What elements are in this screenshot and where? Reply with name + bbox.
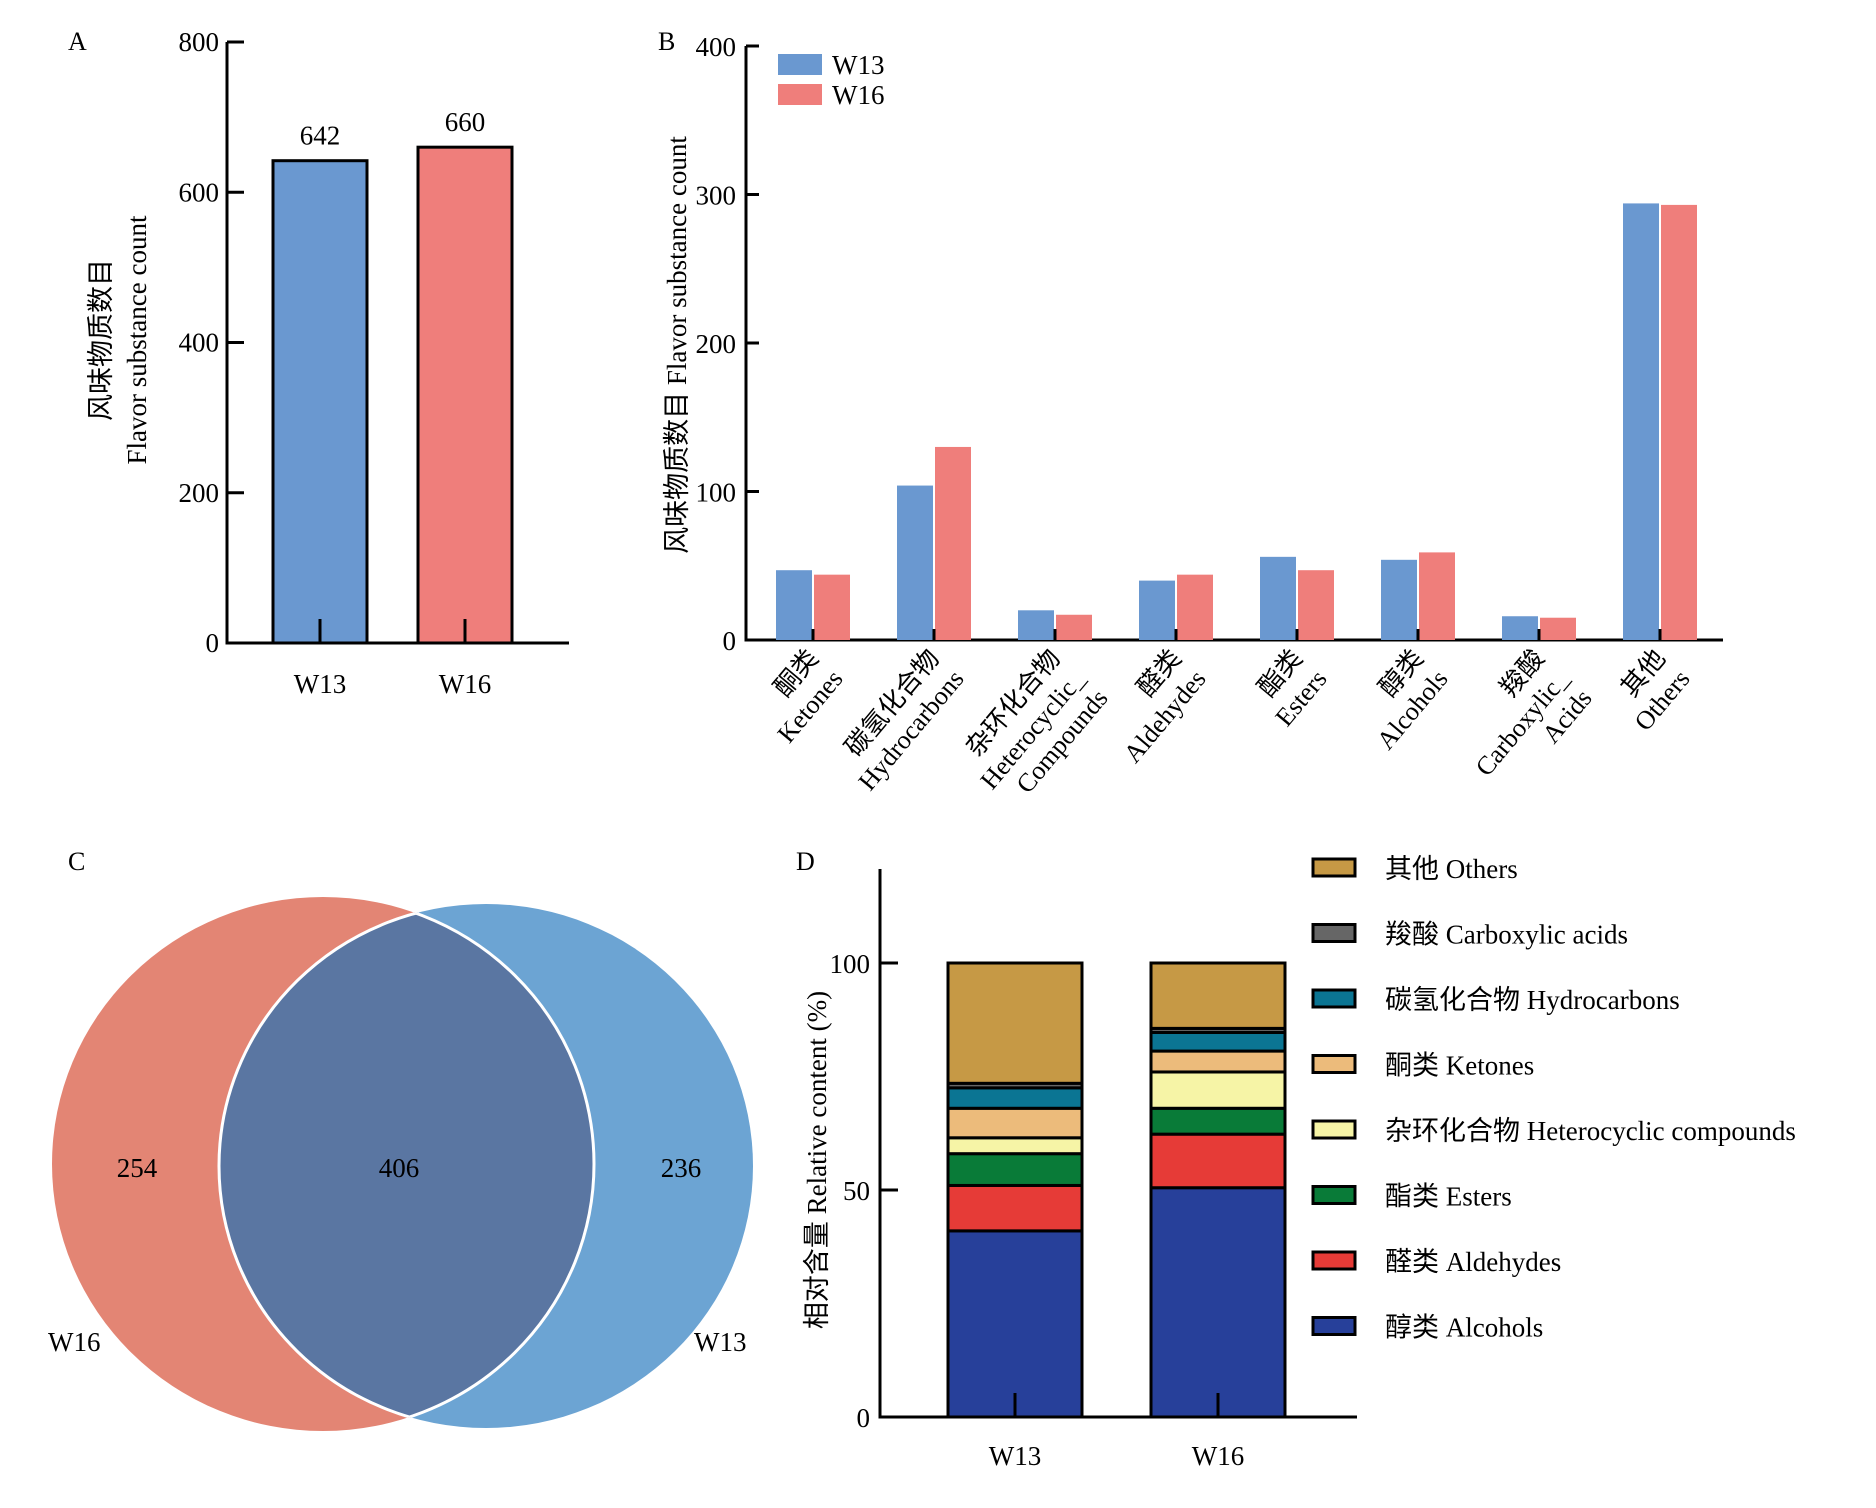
legend-label: 其他 Others (1385, 854, 1518, 884)
bar-w13-others (1623, 203, 1659, 640)
y-tick-label: 200 (696, 329, 737, 359)
legend-label: 羧酸 Carboxylic acids (1385, 920, 1628, 950)
legend-label: 酮类 Ketones (1385, 1051, 1534, 1081)
stack-segment-w13-3 (946, 1136, 1084, 1156)
bar-w13-hydrocarbons (897, 485, 933, 640)
venn-count-w13-only: 236 (661, 1153, 702, 1183)
y-axis-title-en: Flavor substance count (122, 215, 152, 464)
y-axis-title: 相对含量 Relative content (%) (802, 991, 832, 1329)
panel-a-total-count-chart: 0 200 400 600 800 642 W13 660 W16 风味物质数目 Flavor su… (86, 27, 569, 699)
legend-label: 酯类 Esters (1385, 1182, 1512, 1212)
y-tick-label: 100 (696, 478, 737, 508)
legend-swatch (1311, 988, 1357, 1009)
panel-label-d: D (796, 847, 815, 876)
stack-segment-w16-3 (1149, 1070, 1287, 1110)
panel-c-venn-diagram: 254 406 236 W16 W13 (48, 897, 753, 1431)
stack-segment-w16-5 (1149, 1030, 1287, 1053)
legend-swatch (1311, 1119, 1357, 1140)
venn-set-label-w16: W16 (48, 1327, 100, 1357)
x-tick-label: W13 (989, 1441, 1041, 1471)
y-tick-label: 0 (206, 628, 220, 658)
y-axis-title-cn: 风味物质数目 (86, 259, 116, 421)
stack-segment-w13-2 (946, 1152, 1084, 1187)
bar-w16-others (1661, 204, 1697, 640)
legend-label: 醇类 Alcohols (1385, 1313, 1543, 1343)
y-axis-title: 风味物质数目 Flavor substance count (662, 136, 692, 554)
venn-outline-w16 (219, 904, 596, 1428)
x-tick-label: W16 (1192, 1441, 1244, 1471)
stack-segment-w13-5 (946, 1086, 1084, 1110)
y-tick-label: 800 (179, 27, 220, 57)
legend-label-w13: W13 (832, 50, 884, 80)
y-tick-label: 600 (179, 177, 220, 207)
bar-w13-carboxylic (1502, 616, 1538, 640)
bar-w16-hydrocarbons (935, 446, 971, 640)
stack-segment-w13-4 (946, 1106, 1084, 1140)
bar-w16-carboxylic (1540, 617, 1576, 640)
y-tick-label: 100 (830, 949, 871, 979)
y-tick-label: 0 (857, 1403, 871, 1433)
venn-count-w16-only: 254 (117, 1153, 158, 1183)
y-tick-label: 0 (723, 626, 737, 656)
bar-w16-alcohols (1419, 552, 1455, 640)
panel-label-c: C (68, 847, 85, 876)
x-tick-label: W16 (439, 669, 491, 699)
bar-w13-heterocyclic (1018, 610, 1054, 640)
legend-swatch-w16 (778, 84, 822, 105)
data-label: 660 (445, 107, 486, 137)
legend-swatch (1311, 923, 1357, 943)
stack-segment-w16-0 (1149, 1186, 1287, 1419)
bar-w16-heterocyclic (1056, 614, 1092, 640)
legend-label: 醛类 Aldehydes (1385, 1247, 1561, 1277)
bar-w16 (416, 145, 514, 645)
legend-swatch (1311, 857, 1357, 878)
stack-segment-w16-4 (1149, 1049, 1287, 1074)
legend-swatch (1311, 1250, 1357, 1271)
bar-w16-ketones (814, 574, 850, 640)
stack-segment-w13-1 (946, 1183, 1084, 1233)
stack-segment-w13-7 (946, 961, 1084, 1085)
panel-label-b: B (658, 27, 675, 56)
venn-set-label-w13: W13 (694, 1327, 746, 1357)
panel-b-category-count-chart: 0 100 200 300 400 酮类Ketones碳氢化合物Hydrocarbons杂… (662, 32, 1723, 799)
y-tick-label: 400 (179, 328, 220, 358)
stack-segment-w16-1 (1149, 1132, 1287, 1190)
y-tick-label: 400 (696, 32, 737, 62)
x-tick-label: W13 (294, 669, 346, 699)
legend-swatch (1311, 1316, 1357, 1336)
stack-segment-w16-7 (1149, 961, 1287, 1030)
legend-swatch (1311, 1054, 1357, 1074)
stack-segment-w16-2 (1149, 1106, 1287, 1136)
bar-w13-esters (1260, 556, 1296, 640)
legend-swatch-w13 (778, 54, 822, 75)
bar-w16-aldehydes (1177, 574, 1213, 640)
bar-w13 (271, 159, 369, 645)
legend-swatch (1311, 1185, 1357, 1205)
panel-label-a: A (68, 27, 87, 56)
stack-segment-w13-0 (946, 1229, 1084, 1419)
y-tick-label: 50 (843, 1176, 870, 1206)
venn-count-overlap: 406 (379, 1153, 420, 1183)
y-tick-label: 200 (179, 478, 220, 508)
data-label: 642 (300, 121, 341, 151)
venn-overlap (219, 904, 594, 1428)
panel-d-relative-content-chart: 0 50 100 W13 W16 其他 Others 羧酸 Carboxylic acids… (802, 854, 1796, 1471)
legend-label: 碳氢化合物 Hydrocarbons (1385, 985, 1680, 1015)
bar-w13-ketones (776, 570, 812, 640)
bar-w13-aldehydes (1139, 580, 1175, 640)
bar-w16-esters (1298, 570, 1334, 640)
legend-label: 杂环化合物 Heterocyclic compounds (1385, 1116, 1796, 1146)
legend-label-w16: W16 (832, 80, 884, 110)
bar-w13-alcohols (1381, 559, 1417, 640)
y-tick-label: 300 (696, 181, 737, 211)
